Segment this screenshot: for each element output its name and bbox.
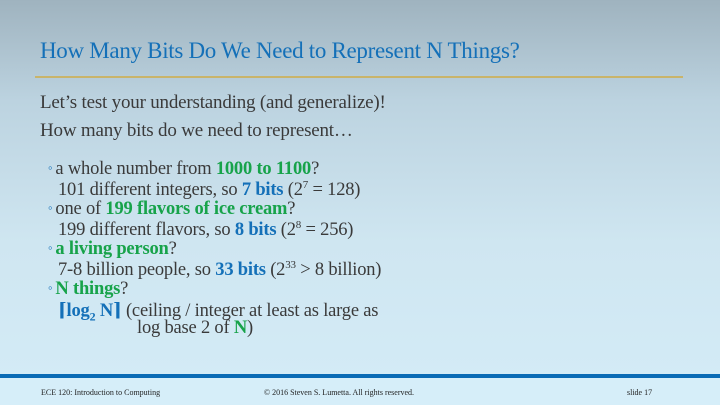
ceiling-formula: ⌈log2 N⌉	[58, 301, 122, 324]
bullet-icon: ◦	[48, 240, 53, 255]
highlight: N things	[55, 279, 121, 299]
bullet-answer: 7-8 billion people, so 33 bits (233 > 8 …	[58, 259, 381, 281]
title-divider	[35, 76, 683, 78]
bullet-answer: 199 different flavors, so 8 bits (28 = 2…	[58, 219, 353, 241]
bullet-icon: ◦	[48, 160, 53, 175]
text: 199 different flavors, so	[58, 220, 235, 241]
highlight: 1000 to 1100	[215, 159, 312, 179]
highlight: 8 bits	[234, 220, 277, 241]
text: = 256)	[301, 220, 354, 241]
exponent: 8	[295, 219, 302, 231]
highlight: N	[233, 318, 248, 338]
text: log base 2 of	[137, 318, 234, 338]
text: (ceiling / integer at least as large as	[121, 301, 379, 321]
footer-copyright: © 2016 Steven S. Lumetta. All rights res…	[264, 388, 415, 397]
footer-bar	[0, 374, 720, 378]
bullet-answer: 101 different integers, so 7 bits (27 = …	[58, 179, 360, 201]
text: )	[247, 318, 254, 338]
highlight: a living person	[55, 239, 169, 259]
bullet-icon: ◦	[48, 280, 53, 295]
slide-number: slide 17	[627, 388, 653, 397]
highlight: 33 bits	[215, 260, 266, 281]
text: > 8 billion)	[295, 260, 382, 281]
text: 7-8 billion people, so	[58, 260, 216, 281]
text: (2	[276, 220, 296, 241]
text: one of	[55, 199, 106, 219]
text: ?	[168, 239, 177, 259]
bullet-question: ◦ a living person?	[48, 239, 177, 260]
bullet-question: ◦ one of 199 flavors of ice cream?	[48, 199, 295, 220]
intro-line-2: How many bits do we need to represent…	[40, 120, 353, 141]
exponent: 33	[285, 259, 296, 271]
highlight: 7 bits	[241, 180, 284, 201]
text: (2	[265, 260, 286, 281]
subscript: 2	[89, 309, 96, 324]
bullet-answer: ⌈log2 N⌉ (ceiling / integer at least as …	[58, 300, 378, 325]
exponent: 7	[302, 179, 309, 191]
text: ?	[311, 159, 320, 179]
bullet-question: ◦ N things?	[48, 279, 128, 300]
footer-course: ECE 120: Introduction to Computing	[41, 388, 161, 397]
highlight: 199 flavors of ice cream	[105, 199, 288, 219]
footer	[0, 378, 720, 405]
slide-title: How Many Bits Do We Need to Represent N …	[40, 38, 520, 63]
text: ⌈log	[58, 301, 90, 321]
text: a whole number from	[55, 159, 216, 179]
intro-line-1: Let’s test your understanding (and gener…	[40, 92, 386, 113]
text: ?	[287, 199, 296, 219]
text: 101 different integers, so	[58, 180, 242, 201]
bullet-answer-cont: log base 2 of N)	[137, 318, 253, 339]
bullet-question: ◦ a whole number from 1000 to 1100?	[48, 159, 319, 180]
bullet-icon: ◦	[48, 200, 53, 215]
text: (2	[283, 180, 303, 201]
text: ?	[120, 279, 129, 299]
text: = 128)	[308, 180, 361, 201]
text: N⌉	[95, 301, 122, 321]
